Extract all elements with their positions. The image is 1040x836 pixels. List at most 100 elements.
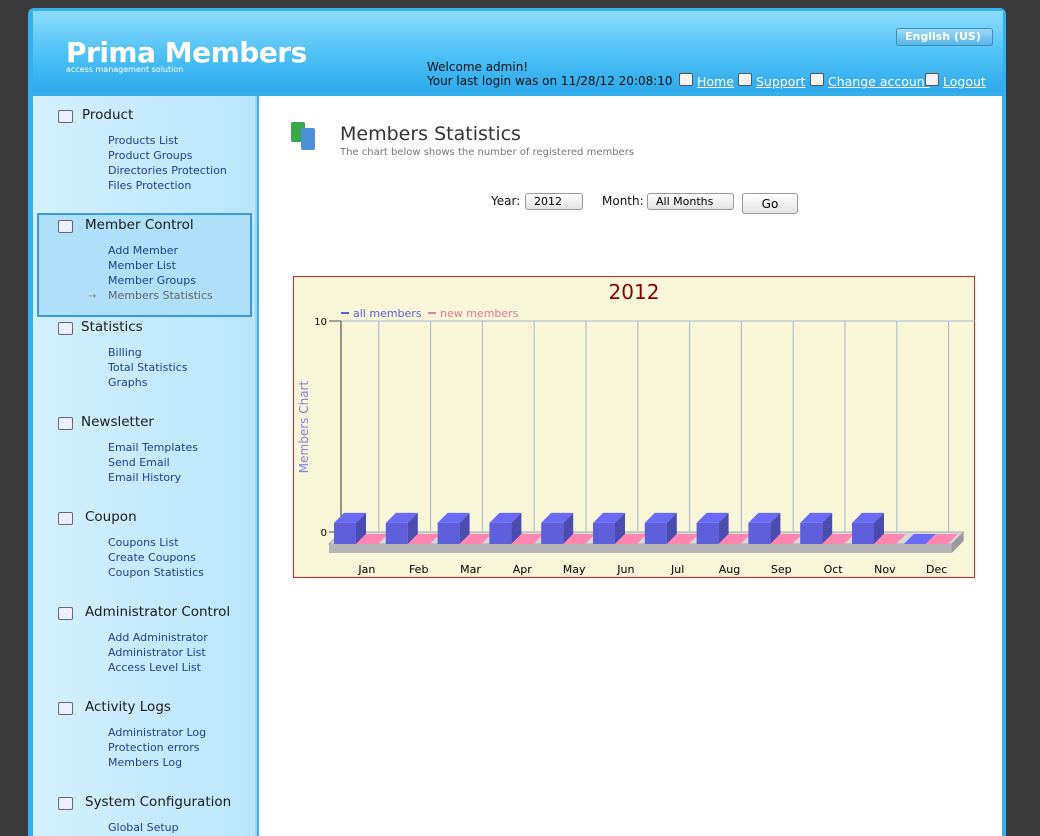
section-icon <box>58 797 73 810</box>
bar <box>644 512 677 544</box>
bar-top <box>822 534 855 544</box>
sidebar-link[interactable]: Administrator List <box>108 646 206 659</box>
bar <box>437 512 470 544</box>
sidebar-link[interactable]: Add Member <box>108 244 179 257</box>
x-tick-label: Mar <box>460 563 481 576</box>
bar-side <box>407 512 418 544</box>
nav-link[interactable]: Logout <box>943 74 986 89</box>
bar-top <box>748 512 781 523</box>
bar-front <box>489 522 512 544</box>
bar-front <box>696 522 719 544</box>
language-select[interactable]: English (US) <box>896 28 993 46</box>
section-icon <box>58 110 73 123</box>
nav-link[interactable]: Support <box>756 74 806 89</box>
bar-front <box>748 522 771 544</box>
bar <box>385 512 418 544</box>
bar <box>511 534 544 544</box>
sidebar-link[interactable]: Graphs <box>108 376 148 389</box>
bar-front <box>852 522 874 544</box>
bar-side <box>666 512 677 544</box>
month-select[interactable]: All Months <box>647 193 734 210</box>
bar <box>800 512 833 544</box>
tagline: access management solution <box>66 65 184 74</box>
bar-side <box>615 512 625 544</box>
sidebar-link[interactable]: Members Log <box>108 756 183 769</box>
sidebar-link[interactable]: Add Administrator <box>108 631 208 644</box>
section-icon <box>58 322 73 335</box>
sidebar-link[interactable]: Member List <box>108 259 176 272</box>
year-label: Year: <box>491 194 521 208</box>
sidebar-link[interactable]: Create Coupons <box>108 551 196 564</box>
current-arrow: → <box>88 291 97 302</box>
sidebar-link[interactable]: Coupon Statistics <box>108 566 204 579</box>
bar-side <box>459 512 470 544</box>
section-title[interactable]: Member Control <box>85 217 194 233</box>
sidebar-link[interactable]: Access Level List <box>108 661 201 674</box>
bar-top <box>459 534 492 544</box>
sidebar-link[interactable]: Billing <box>108 346 142 359</box>
logo: Prima Members <box>66 36 307 69</box>
bar-top <box>437 512 470 523</box>
section-title[interactable]: Activity Logs <box>85 699 171 715</box>
sidebar-link[interactable]: Email Templates <box>108 441 198 454</box>
chart-title: 2012 <box>609 280 660 304</box>
sidebar-link[interactable]: Protection errors <box>108 741 200 754</box>
last-login: Your last login was on 11/28/12 20:08:10 <box>427 74 673 88</box>
x-tick-label: Dec <box>926 563 947 576</box>
bar <box>459 534 492 544</box>
section-icon <box>58 417 73 430</box>
bar-top <box>800 512 833 523</box>
sidebar-link[interactable]: Email History <box>108 471 182 484</box>
section-title[interactable]: Product <box>82 107 134 123</box>
bar-top <box>511 534 544 544</box>
bar-top <box>852 512 884 523</box>
sidebar-link[interactable]: Total Statistics <box>108 361 188 374</box>
bar <box>822 534 855 544</box>
y-tick-label: 0 <box>321 528 327 539</box>
bar-top <box>666 534 699 544</box>
bar <box>356 534 388 544</box>
go-button[interactable]: Go <box>742 193 798 214</box>
bar-top <box>385 512 418 523</box>
sidebar-link[interactable]: Send Email <box>108 456 170 469</box>
section-title[interactable]: Administrator Control <box>85 604 231 620</box>
section-title[interactable]: System Configuration <box>85 794 232 810</box>
sidebar-link[interactable]: Products List <box>108 134 179 147</box>
bar-front <box>593 522 615 544</box>
floor-side <box>951 532 964 553</box>
y-axis-label: Members Chart <box>297 381 311 474</box>
bar-side <box>511 512 522 544</box>
section-title[interactable]: Newsletter <box>81 414 154 430</box>
bar <box>593 512 625 544</box>
header <box>33 11 1003 92</box>
bar <box>615 534 647 544</box>
sidebar-link[interactable]: Global Setup <box>108 821 179 834</box>
sidebar-link[interactable]: Coupons List <box>108 536 179 549</box>
bar-front <box>541 522 564 544</box>
sidebar-link[interactable]: Directories Protection <box>108 164 227 177</box>
bar-top <box>903 534 936 544</box>
sidebar-link[interactable]: Files Protection <box>108 179 192 192</box>
section-title[interactable]: Statistics <box>81 319 143 335</box>
year-select[interactable]: 2012 <box>525 193 583 210</box>
nav-link[interactable]: Home <box>697 74 734 89</box>
bar-front <box>437 522 460 544</box>
sidebar-link[interactable]: Product Groups <box>108 149 193 162</box>
x-tick-label: Sep <box>771 563 792 576</box>
chart: 2012 Members Chart 0 10 all members new mem… <box>293 276 975 578</box>
sidebar-link[interactable]: Member Groups <box>108 274 196 287</box>
nav-link[interactable]: Change account <box>828 74 930 89</box>
sidebar-link[interactable]: Members Statistics <box>108 289 213 302</box>
bar <box>925 534 958 544</box>
bar-top <box>718 534 751 544</box>
bar-side <box>718 512 729 544</box>
bar <box>748 512 781 544</box>
nav-icon <box>679 73 693 86</box>
sidebar-link[interactable]: Administrator Log <box>108 726 207 739</box>
page-subtitle: The chart below shows the number of regi… <box>340 147 635 158</box>
bar <box>696 512 729 544</box>
bar-front <box>385 522 408 544</box>
section-title[interactable]: Coupon <box>85 509 137 525</box>
floor-front <box>329 544 952 553</box>
bar-side <box>822 512 833 544</box>
